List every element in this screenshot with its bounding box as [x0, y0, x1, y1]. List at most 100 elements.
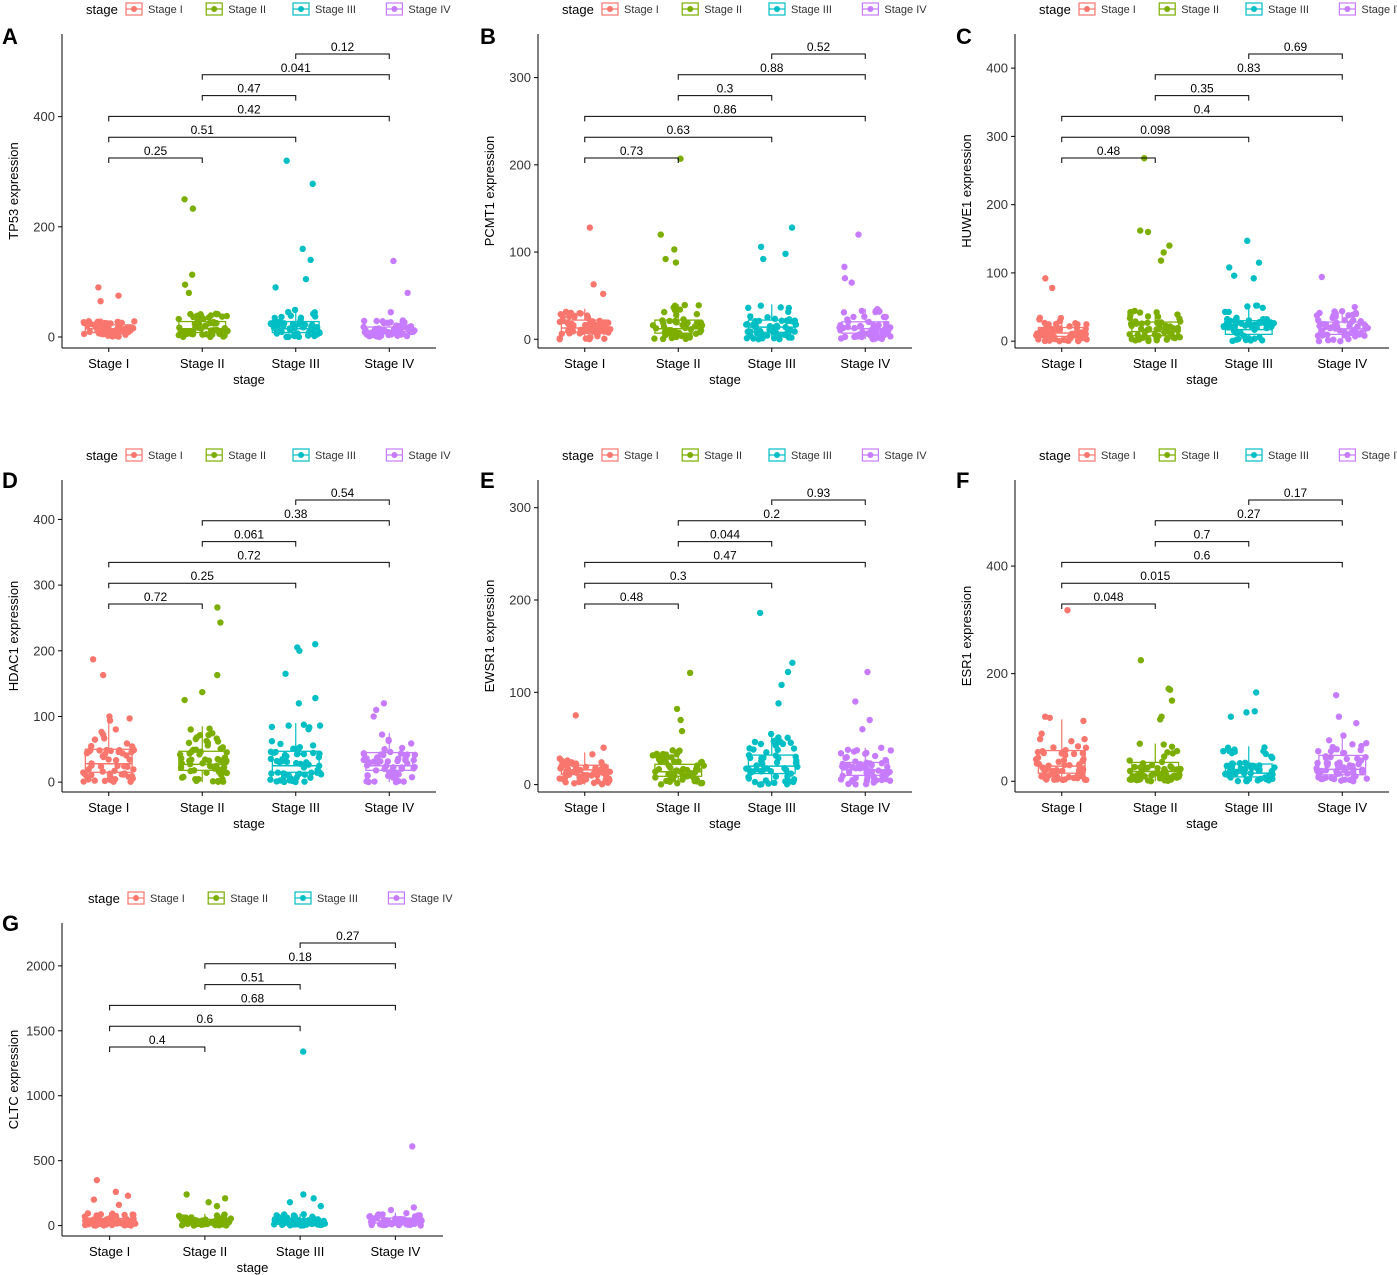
p-value-label: 0.86: [713, 102, 737, 116]
data-point: [1259, 315, 1267, 323]
data-point: [1315, 337, 1323, 345]
data-point: [872, 308, 879, 315]
panel-letter: D: [2, 468, 18, 493]
data-point: [272, 748, 279, 756]
legend-item-label: Stage IV: [1361, 450, 1397, 462]
data-point: [562, 308, 570, 316]
data-point: [91, 736, 99, 743]
legend-key-point: [607, 452, 613, 458]
data-point: [758, 781, 765, 788]
bracket-line: [1061, 561, 1343, 568]
data-point: [746, 745, 753, 752]
y-tick-label: 1000: [26, 1088, 55, 1103]
data-point: [659, 750, 667, 758]
data-point: [191, 320, 199, 328]
data-point: [385, 736, 392, 744]
data-point: [851, 333, 858, 341]
data-point: [1046, 337, 1053, 344]
p-value-label: 0.3: [717, 82, 734, 96]
data-point: [380, 751, 387, 759]
comparison-bracket: 0.25: [108, 569, 297, 589]
data-point: [1066, 323, 1073, 330]
box-iqr: [560, 319, 609, 333]
outlier-point: [183, 1191, 190, 1198]
legend-key: [1078, 448, 1096, 462]
x-tick-label: Stage III: [1225, 356, 1273, 371]
bracket-line: [1061, 136, 1250, 143]
outlier-point: [1335, 713, 1343, 720]
data-point: [850, 748, 858, 755]
data-point: [391, 769, 399, 777]
outlier-point: [841, 263, 848, 271]
data-point: [564, 757, 571, 764]
data-point: [868, 761, 875, 769]
box-3: [267, 641, 325, 786]
data-point: [1050, 744, 1057, 751]
bracket-line: [201, 74, 390, 80]
comparison-bracket: 0.47: [584, 548, 866, 568]
data-point: [764, 332, 771, 339]
outlier-point: [1157, 257, 1165, 264]
data-point: [1036, 735, 1044, 743]
comparison-bracket: 0.73: [584, 144, 679, 163]
data-point: [309, 310, 317, 318]
y-tick-label: 100: [509, 245, 531, 260]
data-point: [691, 777, 698, 785]
data-point: [213, 762, 220, 770]
legend-key-point: [1251, 452, 1257, 458]
data-point: [1147, 777, 1155, 785]
data-point: [273, 757, 281, 765]
outlier-point: [1230, 272, 1238, 279]
outlier-point: [1244, 237, 1251, 245]
box-1: [80, 656, 138, 785]
p-value-label: 0.48: [1097, 144, 1121, 158]
data-point: [576, 778, 584, 786]
box-2: [1126, 657, 1184, 785]
data-point: [1053, 766, 1060, 774]
legend-key: [861, 2, 880, 16]
data-point: [408, 773, 416, 781]
comparison-bracket: 0.044: [677, 528, 773, 547]
p-value-label: 0.83: [1237, 61, 1261, 75]
outlier-point: [380, 700, 388, 707]
outlier-point: [778, 681, 785, 689]
data-point: [882, 313, 889, 321]
data-point: [671, 317, 679, 325]
legend-key: [768, 448, 786, 462]
comparison-bracket: 0.17: [1248, 486, 1343, 505]
box-2: [649, 669, 708, 788]
bracket-line: [1154, 74, 1343, 80]
data-point: [693, 310, 701, 318]
outlier-point: [221, 1195, 229, 1202]
data-point: [875, 767, 882, 774]
y-tick-label: 200: [986, 666, 1008, 681]
box-iqr: [178, 750, 227, 771]
legend-key: [385, 448, 403, 462]
legend-item-label: Stage IV: [884, 450, 927, 462]
data-point: [98, 330, 105, 338]
data-point: [697, 779, 705, 787]
outlier-point: [390, 257, 397, 265]
outlier-point: [1137, 227, 1144, 234]
box-iqr: [1131, 321, 1180, 337]
data-point: [870, 779, 877, 786]
data-point: [657, 781, 665, 788]
legend-key: [861, 448, 880, 462]
outlier-point: [312, 694, 319, 702]
data-point: [131, 318, 138, 325]
outlier-point: [409, 1143, 416, 1150]
data-point: [1065, 773, 1073, 781]
bracket-line: [584, 582, 773, 589]
legend-item-label: Stage IV: [1361, 4, 1397, 16]
outlier-point: [673, 705, 681, 713]
data-point: [784, 734, 791, 741]
x-tick-label: Stage IV: [1317, 356, 1367, 371]
bracket-line: [584, 115, 866, 122]
data-point: [601, 763, 609, 770]
x-tick-label: Stage IV: [840, 800, 890, 815]
x-axis-title: stage: [709, 372, 741, 387]
box-2: [649, 155, 706, 343]
outlier-point: [852, 698, 859, 705]
